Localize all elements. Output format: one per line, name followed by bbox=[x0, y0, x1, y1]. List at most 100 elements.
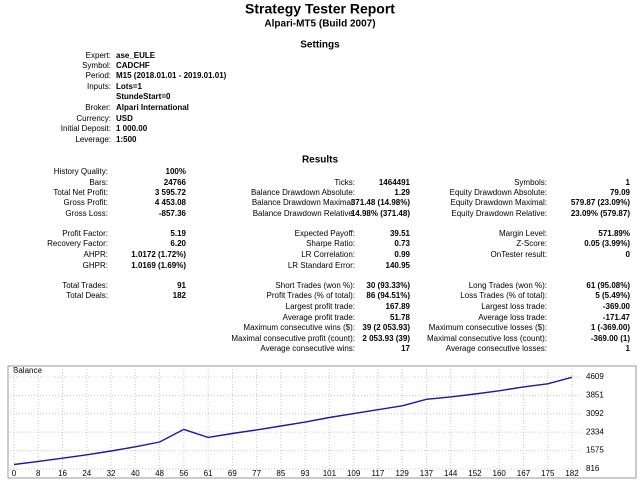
result-label: Z-Score: bbox=[516, 239, 547, 248]
result-value: 91 bbox=[177, 281, 186, 290]
x-tick-label: 61 bbox=[204, 469, 213, 478]
result-label: Average profit trade: bbox=[283, 313, 355, 322]
result-value: 39.51 bbox=[390, 229, 411, 238]
result-value: 1 bbox=[626, 178, 631, 187]
result-value: -171.47 bbox=[603, 313, 631, 322]
x-tick-label: 182 bbox=[565, 469, 579, 478]
result-label: Gross Profit: bbox=[64, 198, 108, 207]
x-tick-label: 137 bbox=[420, 469, 434, 478]
setting-label: Symbol: bbox=[82, 61, 111, 70]
result-label: Maximum consecutive wins ($): bbox=[243, 323, 355, 332]
result-label: Margin Level: bbox=[499, 229, 547, 238]
x-tick-label: 24 bbox=[82, 469, 91, 478]
result-value: 4 453.08 bbox=[155, 198, 187, 207]
result-label: Total Trades: bbox=[62, 281, 108, 290]
x-tick-label: 85 bbox=[276, 469, 285, 478]
result-value: 167.89 bbox=[386, 302, 411, 311]
result-label: Equity Drawdown Relative: bbox=[451, 209, 547, 218]
result-label: Average loss trade: bbox=[478, 313, 547, 322]
result-label: Gross Loss: bbox=[65, 209, 108, 218]
result-label: Equity Drawdown Absolute: bbox=[450, 188, 547, 197]
setting-label: Leverage: bbox=[75, 135, 111, 144]
result-label: Maximal consecutive loss (count): bbox=[427, 334, 547, 343]
result-value: 6.20 bbox=[170, 239, 186, 248]
result-value: 371.48 (14.98%) bbox=[351, 198, 410, 207]
x-tick-label: 8 bbox=[36, 469, 41, 478]
result-label: Average consecutive losses: bbox=[446, 344, 547, 353]
x-tick-label: 77 bbox=[252, 469, 261, 478]
section-title: Settings bbox=[300, 40, 340, 51]
setting-value: ase_EULE bbox=[116, 51, 156, 60]
setting-label: Inputs: bbox=[87, 82, 111, 91]
setting-value: 1:500 bbox=[116, 135, 137, 144]
result-value: 571.89% bbox=[598, 229, 630, 238]
result-value: 1 (-369.00) bbox=[591, 323, 630, 332]
y-tick-label: 4609 bbox=[586, 372, 604, 381]
result-label: OnTester result: bbox=[491, 250, 547, 259]
result-label: Short Trades (won %): bbox=[275, 281, 355, 290]
x-tick-label: 109 bbox=[347, 469, 361, 478]
result-value: 0.99 bbox=[394, 250, 410, 259]
x-tick-label: 129 bbox=[395, 469, 409, 478]
result-label: Total Net Profit: bbox=[53, 188, 108, 197]
result-label: Profit Trades (% of total): bbox=[267, 291, 355, 300]
result-label: Balance Drawdown Absolute: bbox=[251, 188, 355, 197]
result-value: 23.09% (579.87) bbox=[571, 209, 630, 218]
result-value: 79.09 bbox=[610, 188, 631, 197]
result-value: 2 053.93 (39) bbox=[362, 334, 410, 343]
chart-title: Balance bbox=[13, 366, 42, 375]
setting-value: StundeStart=0 bbox=[116, 92, 171, 101]
result-label: Expected Payoff: bbox=[295, 229, 355, 238]
result-label: History Quality: bbox=[54, 167, 108, 176]
setting-value: CADCHF bbox=[116, 61, 150, 70]
result-value: 61 (95.08%) bbox=[586, 281, 630, 290]
setting-label: Period: bbox=[86, 71, 111, 80]
report-title: Strategy Tester Report bbox=[245, 1, 395, 17]
result-value: -857.36 bbox=[159, 209, 187, 218]
x-tick-label: 101 bbox=[323, 469, 337, 478]
result-label: Maximal consecutive profit (count): bbox=[231, 334, 355, 343]
result-label: Balance Drawdown Maximal: bbox=[252, 198, 355, 207]
setting-value: Lots=1 bbox=[116, 82, 143, 91]
result-value: 5 (5.49%) bbox=[595, 291, 630, 300]
y-tick-label: 816 bbox=[586, 464, 600, 473]
result-value: 1.0172 (1.72%) bbox=[131, 250, 186, 259]
setting-value: Alpari International bbox=[116, 103, 189, 112]
result-value: 51.78 bbox=[390, 313, 411, 322]
result-label: Largest profit trade: bbox=[286, 302, 355, 311]
x-tick-label: 167 bbox=[517, 469, 531, 478]
y-tick-label: 1575 bbox=[586, 446, 604, 455]
x-tick-label: 48 bbox=[155, 469, 164, 478]
x-tick-label: 32 bbox=[107, 469, 116, 478]
x-tick-label: 175 bbox=[541, 469, 555, 478]
result-value: 579.87 (23.09%) bbox=[571, 198, 630, 207]
result-value: 0 bbox=[626, 250, 631, 259]
section-title: Results bbox=[302, 155, 339, 166]
setting-value: USD bbox=[116, 114, 133, 123]
result-label: Loss Trades (% of total): bbox=[460, 291, 547, 300]
setting-value: 1 000.00 bbox=[116, 124, 148, 133]
result-value: 17 bbox=[401, 344, 410, 353]
report-subtitle: Alpari-MT5 (Build 2007) bbox=[264, 19, 375, 30]
result-value: 5.19 bbox=[170, 229, 186, 238]
result-value: 0.05 (3.99%) bbox=[584, 239, 630, 248]
result-label: LR Correlation: bbox=[301, 250, 355, 259]
x-tick-label: 117 bbox=[372, 469, 385, 478]
result-label: Largest loss trade: bbox=[481, 302, 547, 311]
result-value: 1 bbox=[626, 344, 631, 353]
x-tick-label: 16 bbox=[58, 469, 67, 478]
y-tick-label: 2334 bbox=[586, 427, 604, 436]
x-tick-label: 93 bbox=[301, 469, 310, 478]
result-label: Recovery Factor: bbox=[47, 239, 108, 248]
x-tick-label: 40 bbox=[131, 469, 140, 478]
result-value: 182 bbox=[173, 291, 187, 300]
result-value: 39 (2 053.93) bbox=[362, 323, 410, 332]
result-label: Ticks: bbox=[334, 178, 355, 187]
result-value: 100% bbox=[166, 167, 186, 176]
x-tick-label: 152 bbox=[468, 469, 482, 478]
result-label: GHPR: bbox=[83, 261, 108, 270]
result-label: Total Deals: bbox=[66, 291, 108, 300]
result-label: Bars: bbox=[89, 178, 108, 187]
result-label: Profit Factor: bbox=[62, 229, 108, 238]
